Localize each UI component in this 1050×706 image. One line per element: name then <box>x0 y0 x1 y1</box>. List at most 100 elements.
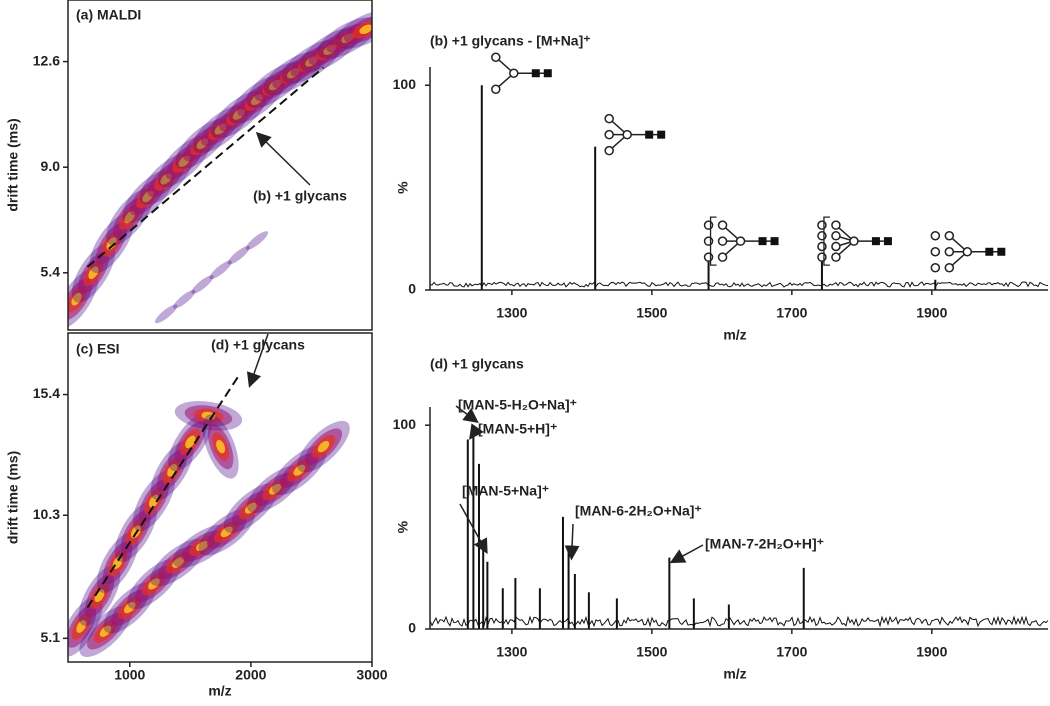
glycan-bracket <box>823 216 830 266</box>
y-tick-label: 12.6 <box>33 52 60 68</box>
peak-annotation: [MAN-5+H]⁺ <box>478 421 557 437</box>
peak-annotation: [MAN-5+Na]⁺ <box>462 483 549 499</box>
peak-annotation: [MAN-7-2H₂O+H]⁺ <box>705 536 824 552</box>
y-tick-label: 5.1 <box>41 629 61 645</box>
heatmap <box>68 9 372 329</box>
heat-core <box>71 292 82 306</box>
glycan-mannose <box>817 252 827 262</box>
y-tick-label: 0 <box>408 281 416 297</box>
panel-frame <box>67 332 373 663</box>
y-axis-label: % <box>395 181 411 194</box>
trend-line <box>86 66 325 268</box>
x-tick-label: 1500 <box>636 305 667 321</box>
y-axis-label: % <box>395 520 411 533</box>
heat-core <box>76 620 87 633</box>
glycan-icon <box>817 216 892 266</box>
panel-title: (d) +1 glycans <box>430 356 524 372</box>
glycan-mannose <box>491 84 501 94</box>
heat-core <box>220 526 233 538</box>
panel-title: (b) +1 glycans - [M+Na]⁺ <box>430 33 591 49</box>
heat-core <box>173 289 196 309</box>
y-tick-label: 0 <box>408 620 416 636</box>
baseline-noise <box>429 281 1049 288</box>
heat-core <box>209 260 232 280</box>
trend-line <box>86 375 240 609</box>
annotation-arrow <box>459 503 488 555</box>
glycan-icon <box>930 231 1006 273</box>
annotation-arrow <box>469 423 484 440</box>
x-axis-label: m/z <box>208 683 231 699</box>
heat-core <box>99 625 112 637</box>
glycan-glcnac <box>531 69 540 78</box>
annotation-arrow <box>255 131 311 186</box>
glycan-mannose <box>831 252 841 262</box>
glycan-icon <box>604 113 666 156</box>
heat-core <box>227 245 250 265</box>
y-tick-label: 10.3 <box>33 506 60 522</box>
glycan-mannose <box>944 263 955 273</box>
y-tick-label: 9.0 <box>41 158 61 174</box>
peak-annotation: [MAN-6-2H₂O+Na]⁺ <box>575 503 702 519</box>
heat-core <box>269 483 282 495</box>
heat-core <box>148 578 160 590</box>
glycan-mannose <box>735 236 746 246</box>
panel-title: (a) MALDI <box>76 7 141 23</box>
glycan-mannose <box>491 52 501 62</box>
baseline-noise <box>429 615 1049 628</box>
annotation-arrow <box>455 405 479 423</box>
x-tick-label: 1500 <box>636 644 667 660</box>
y-tick-label: 100 <box>393 416 417 432</box>
heat-core <box>185 435 196 449</box>
glycan-glcnac <box>871 237 880 246</box>
heat-core <box>191 275 214 294</box>
glycan-icon <box>491 52 552 94</box>
heat-core <box>317 440 330 453</box>
x-tick-label: 1900 <box>916 644 947 660</box>
heat-core <box>245 231 269 250</box>
heat-core <box>154 304 178 324</box>
x-tick-label: 1700 <box>776 305 807 321</box>
glycan-mannose <box>849 236 859 246</box>
annotation: (b) +1 glycans <box>253 188 347 204</box>
glycan-glcnac <box>645 130 654 139</box>
peak-annotation: [MAN-5-H₂O+Na]⁺ <box>458 397 577 413</box>
heat-core <box>172 557 185 568</box>
glycan-mannose <box>604 145 614 156</box>
glycan-mannose <box>703 252 714 262</box>
heat-core <box>216 439 226 454</box>
glycan-glcnac <box>985 247 994 256</box>
glycan-glcnac <box>770 237 779 246</box>
glycan-mannose <box>930 247 941 257</box>
heat-core <box>106 237 117 250</box>
glycan-mannose <box>717 252 728 262</box>
y-tick-label: 5.4 <box>41 264 61 280</box>
y-axis-label: drift time (ms) <box>5 451 21 544</box>
glycan-glcnac <box>997 247 1006 256</box>
glycan-mannose <box>622 129 632 140</box>
x-tick-label: 1700 <box>776 644 807 660</box>
glycan-glcnac <box>883 237 892 246</box>
glycan-mannose <box>509 68 519 78</box>
glycan-mannose <box>944 231 955 241</box>
x-tick-label: 2000 <box>235 667 266 683</box>
glycan-mannose <box>817 241 827 252</box>
y-tick-label: 100 <box>393 76 417 92</box>
annotation-arrow <box>564 523 580 561</box>
x-tick-label: 1300 <box>496 305 527 321</box>
glycan-glcnac <box>758 237 767 246</box>
glycan-mannose <box>604 129 614 140</box>
glycan-mannose <box>703 236 714 246</box>
glycan-mannose <box>962 247 973 257</box>
heat-core <box>359 24 372 35</box>
heat-core <box>88 266 99 280</box>
x-tick-label: 1000 <box>114 667 145 683</box>
heat-core <box>245 502 257 514</box>
glycan-mannose <box>930 231 941 241</box>
y-axis-label: drift time (ms) <box>5 118 21 211</box>
heat-core <box>124 601 136 614</box>
glycan-mannose <box>604 113 614 124</box>
glycan-bracket <box>709 216 717 266</box>
annotation-arrow <box>669 544 704 564</box>
heat-core <box>149 494 159 508</box>
